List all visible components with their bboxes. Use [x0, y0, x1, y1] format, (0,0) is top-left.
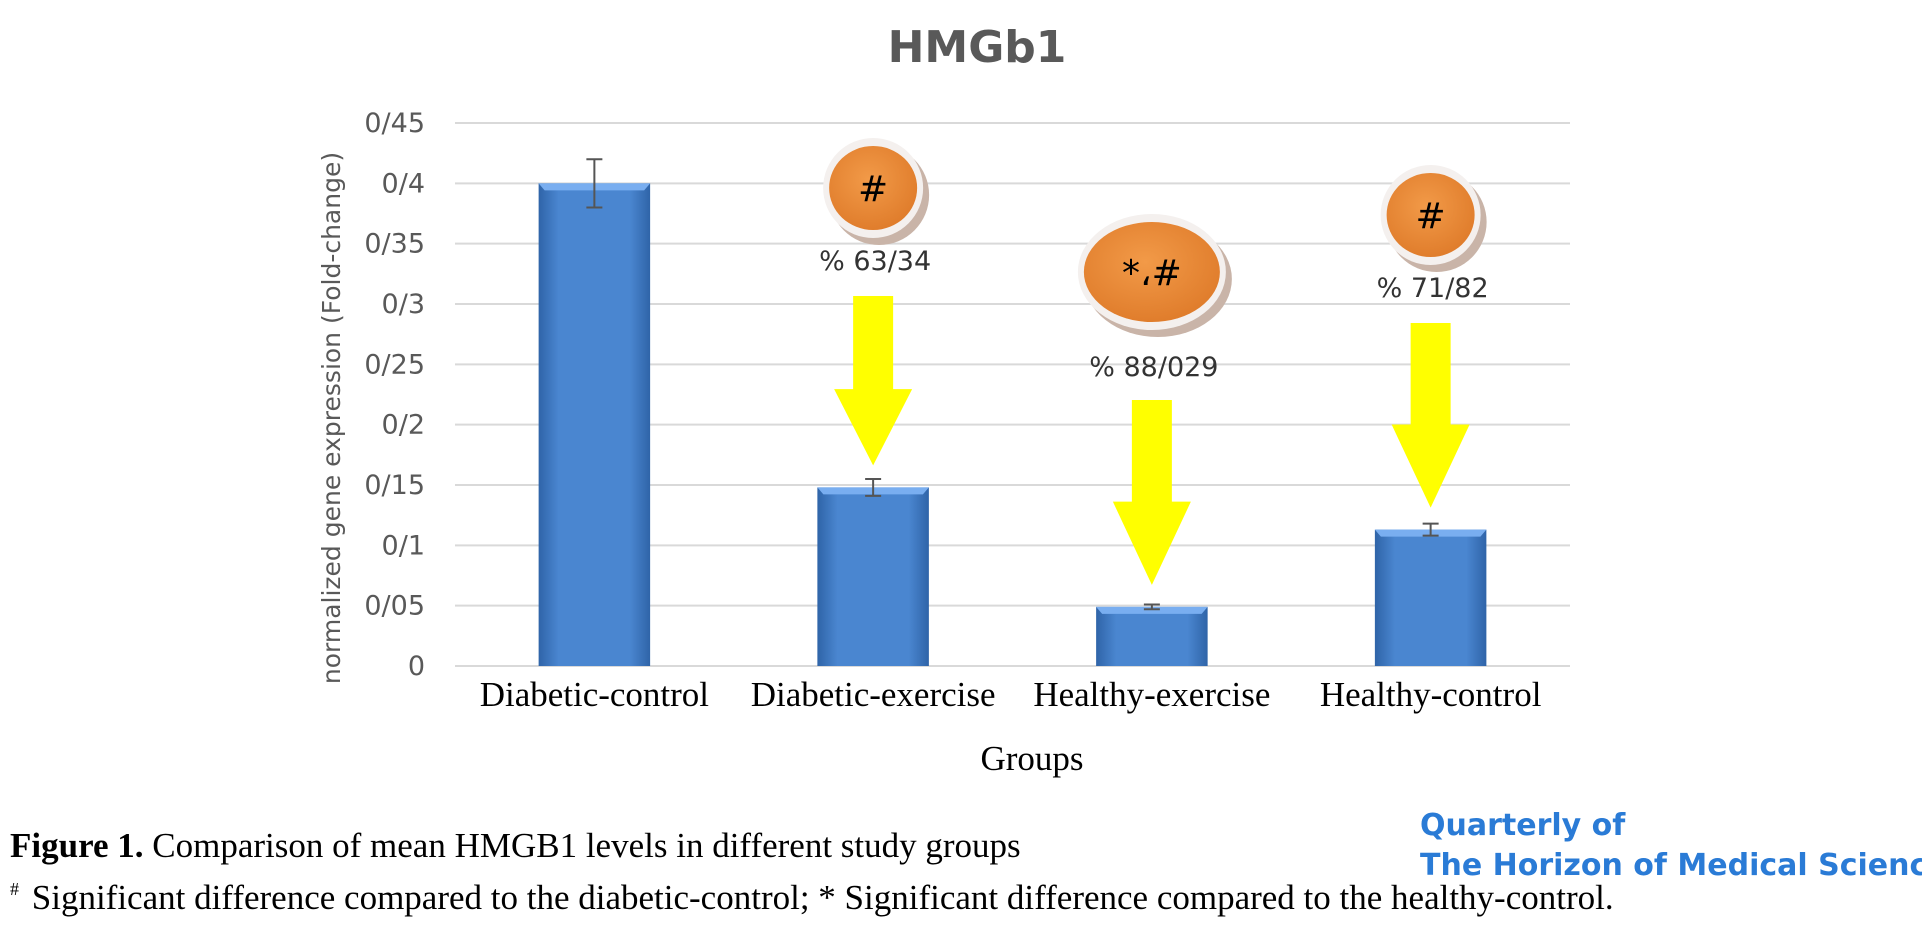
note-text: Significant difference compared to the d… — [23, 878, 1614, 917]
significance-marker — [829, 146, 918, 230]
bar — [1374, 529, 1487, 666]
bar — [1096, 606, 1208, 666]
y-tick-label: 0/15 — [364, 470, 425, 501]
bar-top-bevel — [1096, 606, 1208, 614]
x-axis-ticks: Diabetic-control Diabetic-exercise Healthy… — [480, 675, 1542, 714]
y-tick-label: 0/05 — [364, 591, 425, 622]
y-tick-label: 0/4 — [382, 168, 425, 199]
bar — [817, 487, 929, 666]
figure-note: # Significant difference compared to the… — [10, 878, 1614, 918]
significance-marker-text: # — [1416, 196, 1446, 237]
y-tick-label: 0/1 — [382, 530, 425, 561]
significance-marker-text: *،# — [1122, 253, 1182, 294]
figure-caption-text: Comparison of mean HMGB1 levels in diffe… — [143, 826, 1021, 865]
journal-name-line2: The Horizon of Medical Sciences — [1420, 848, 1922, 883]
y-tick-label: 0/3 — [382, 289, 425, 320]
significance-marker-text: # — [858, 169, 888, 210]
error-bars — [586, 158, 1439, 611]
bars — [538, 183, 1487, 667]
x-tick-label: Healthy-exercise — [1033, 675, 1270, 714]
percent-change-label: % 88/029 — [1089, 352, 1218, 383]
x-tick-label: Diabetic-exercise — [751, 675, 996, 714]
figure-caption: Figure 1. Comparison of mean HMGB1 level… — [10, 826, 1021, 866]
y-axis-ticks: 0 0/05 0/1 0/15 0/2 0/25 0/3 0/35 0/4 0/45 — [364, 108, 425, 682]
note-symbol: # — [10, 879, 19, 899]
chart-title: HMGb1 — [888, 22, 1067, 73]
y-tick-label: 0/45 — [364, 108, 425, 139]
x-tick-label: Diabetic-control — [480, 675, 710, 714]
decrease-arrow — [1112, 400, 1191, 585]
hmgb1-bar-chart: HMGb1 00/050/10/150/20/250/30/350/40/45 … — [317, 22, 1570, 778]
y-tick-label: 0/35 — [364, 229, 425, 260]
y-axis-label: normalized gene expression (Fold-change) — [317, 152, 346, 684]
decrease-arrow — [1391, 323, 1470, 508]
y-tick-label: 0 — [408, 651, 425, 682]
figure-label: Figure 1. — [10, 826, 144, 865]
x-tick-label: Healthy-control — [1320, 675, 1542, 714]
bar — [538, 183, 651, 667]
decrease-arrow — [834, 296, 913, 466]
y-tick-label: 0/25 — [364, 349, 425, 380]
journal-name-line1: Quarterly of — [1420, 808, 1626, 843]
significance-marker — [1083, 222, 1220, 322]
y-tick-label: 0/2 — [382, 410, 425, 441]
x-axis-label: Groups — [980, 739, 1083, 778]
annotations: # % 63/34 *،# % 88/029 # % 71/82 — [819, 138, 1489, 585]
percent-change-label: % 71/82 — [1377, 273, 1489, 304]
significance-marker — [1386, 173, 1475, 257]
percent-change-label: % 63/34 — [819, 246, 931, 277]
